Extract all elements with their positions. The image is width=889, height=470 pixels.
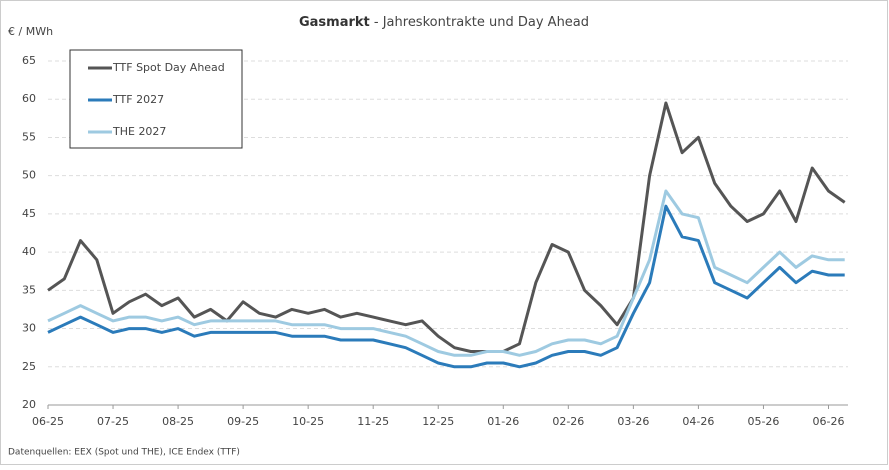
x-tick-label: 09-25 (227, 415, 259, 428)
x-tick-label: 12-25 (422, 415, 454, 428)
y-axis-label: € / MWh (8, 25, 53, 38)
source: Datenquellen: EEX (Spot und THE), ICE En… (8, 448, 240, 458)
legend-label: TTF Spot Day Ahead (112, 61, 225, 74)
y-tick-label: 35 (22, 283, 36, 296)
x-tick-label: 06-26 (813, 415, 845, 428)
title-bold: Gasmarkt (299, 15, 370, 30)
y-tick-label: 60 (22, 92, 36, 105)
series-line (47, 189, 845, 357)
x-tick-label: 07-25 (97, 415, 129, 428)
x-tick-label: 11-25 (357, 415, 389, 428)
y-tick-label: 20 (22, 398, 36, 411)
chart-title: Gasmarkt - Jahreskontrakte und Day Ahead (299, 15, 589, 30)
y-tick-label: 30 (22, 322, 36, 335)
y-tick-label: 65 (22, 54, 36, 67)
x-tick-label: 04-26 (682, 415, 714, 428)
series-line (47, 101, 846, 353)
x-tick-label: 10-25 (292, 415, 324, 428)
x-tick-label: 01-26 (487, 415, 519, 428)
x-tick-label: 03-26 (617, 415, 649, 428)
series-line (47, 204, 845, 369)
y-tick-label: 25 (22, 360, 36, 373)
legend-label: TTF 2027 (112, 93, 164, 106)
x-tick-label: 05-26 (747, 415, 779, 428)
y-tick-label: 45 (22, 207, 36, 220)
x-tick-label: 02-26 (552, 415, 584, 428)
x-tick-label: 06-25 (32, 415, 64, 428)
x-tick-label: 08-25 (162, 415, 194, 428)
y-tick-label: 50 (22, 169, 36, 182)
legend-label: THE 2027 (112, 125, 166, 138)
title-rest: - Jahreskontrakte und Day Ahead (374, 15, 589, 30)
y-tick-label: 55 (22, 130, 36, 143)
y-tick-label: 40 (22, 245, 36, 258)
